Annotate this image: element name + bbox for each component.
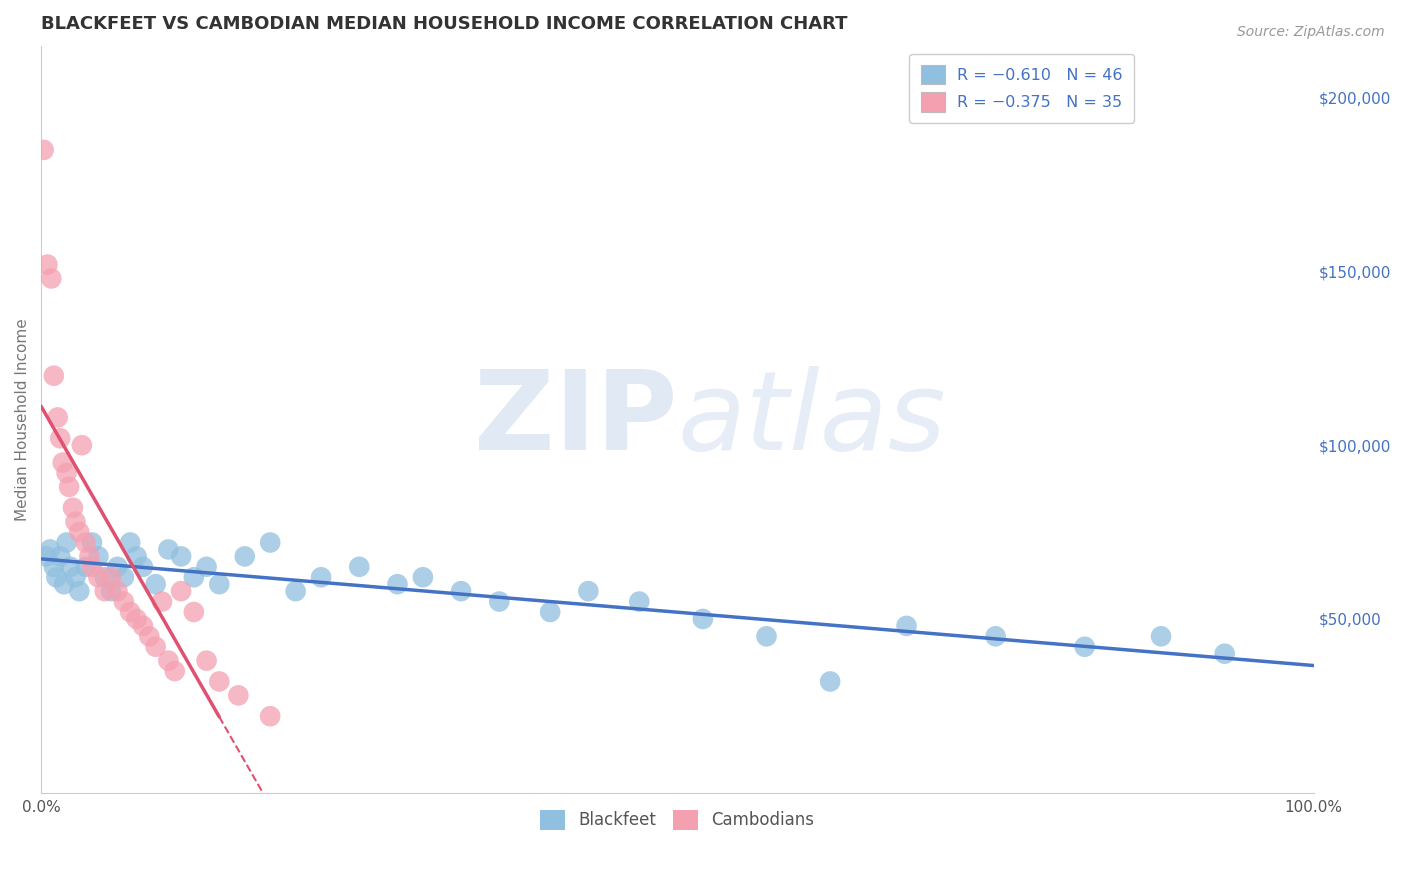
Point — [138, 629, 160, 643]
Point — [755, 629, 778, 643]
Point — [107, 559, 129, 574]
Point — [349, 559, 371, 574]
Point — [132, 619, 155, 633]
Point — [125, 612, 148, 626]
Point — [145, 640, 167, 654]
Point — [100, 584, 122, 599]
Point — [183, 570, 205, 584]
Point — [37, 258, 59, 272]
Text: atlas: atlas — [678, 366, 946, 473]
Point — [49, 549, 72, 564]
Point — [93, 584, 115, 599]
Point — [309, 570, 332, 584]
Point — [67, 524, 90, 539]
Point — [112, 570, 135, 584]
Text: ZIP: ZIP — [474, 366, 678, 473]
Point — [157, 542, 180, 557]
Point — [62, 500, 84, 515]
Point — [79, 549, 101, 564]
Point — [233, 549, 256, 564]
Point — [387, 577, 409, 591]
Point — [87, 549, 110, 564]
Point — [42, 559, 65, 574]
Point — [120, 605, 142, 619]
Point — [52, 456, 75, 470]
Point — [80, 559, 103, 574]
Point — [195, 654, 218, 668]
Point — [46, 410, 69, 425]
Point — [100, 570, 122, 584]
Y-axis label: Median Household Income: Median Household Income — [15, 318, 30, 521]
Point — [65, 570, 87, 584]
Point — [49, 431, 72, 445]
Text: Source: ZipAtlas.com: Source: ZipAtlas.com — [1237, 25, 1385, 39]
Point — [150, 594, 173, 608]
Point — [1073, 640, 1095, 654]
Point — [896, 619, 918, 633]
Point — [32, 143, 55, 157]
Point — [75, 559, 97, 574]
Point — [195, 559, 218, 574]
Text: BLACKFEET VS CAMBODIAN MEDIAN HOUSEHOLD INCOME CORRELATION CHART: BLACKFEET VS CAMBODIAN MEDIAN HOUSEHOLD … — [41, 15, 848, 33]
Point — [132, 559, 155, 574]
Point — [818, 674, 841, 689]
Point — [112, 594, 135, 608]
Point — [183, 605, 205, 619]
Point — [70, 438, 93, 452]
Point — [1213, 647, 1236, 661]
Point — [488, 594, 510, 608]
Point — [42, 368, 65, 383]
Point — [93, 570, 115, 584]
Point — [412, 570, 434, 584]
Point — [170, 584, 193, 599]
Point — [170, 549, 193, 564]
Point — [576, 584, 599, 599]
Point — [208, 577, 231, 591]
Point — [157, 654, 180, 668]
Point — [45, 570, 67, 584]
Point — [35, 549, 58, 564]
Point — [450, 584, 472, 599]
Point — [228, 689, 250, 703]
Point — [65, 515, 87, 529]
Point — [259, 709, 281, 723]
Point — [107, 584, 129, 599]
Point — [163, 664, 186, 678]
Point — [53, 577, 76, 591]
Point — [1150, 629, 1173, 643]
Point — [120, 535, 142, 549]
Point — [55, 466, 77, 480]
Point — [259, 535, 281, 549]
Point — [284, 584, 307, 599]
Point — [208, 674, 231, 689]
Point — [538, 605, 561, 619]
Point — [984, 629, 1007, 643]
Point — [692, 612, 714, 626]
Point — [75, 535, 97, 549]
Legend: Blackfeet, Cambodians: Blackfeet, Cambodians — [534, 803, 821, 837]
Point — [67, 584, 90, 599]
Point — [55, 535, 77, 549]
Point — [125, 549, 148, 564]
Point — [39, 271, 62, 285]
Point — [87, 570, 110, 584]
Point — [58, 480, 80, 494]
Point — [145, 577, 167, 591]
Point — [59, 559, 82, 574]
Point — [628, 594, 651, 608]
Point — [39, 542, 62, 557]
Point — [80, 535, 103, 549]
